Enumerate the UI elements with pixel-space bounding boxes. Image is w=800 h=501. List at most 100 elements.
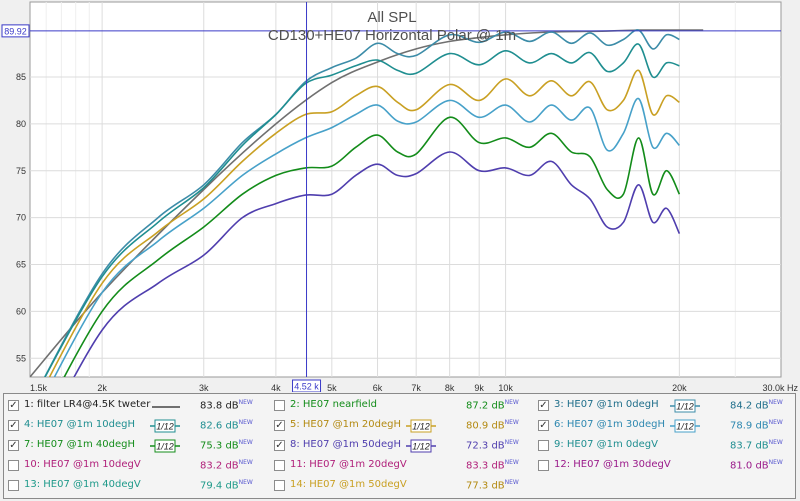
legend-series-name: 7: HE07 @1m 40degH [24, 439, 136, 450]
legend-item: ✓ 5: HE07 @1m 20degH 1/12 80.9 dBNEW [270, 416, 530, 437]
legend-new-tag: NEW [768, 439, 783, 446]
legend-series-name: 2: HE07 nearfield [290, 399, 377, 410]
legend-series-name: 11: HE07 @1m 20degV [290, 459, 407, 470]
legend-checkbox[interactable]: ✓ [8, 400, 19, 411]
legend-color-swatch[interactable] [152, 406, 180, 408]
legend-checkbox[interactable]: ✓ [8, 420, 19, 431]
series-line-2 [43, 29, 680, 377]
legend-item: 13: HE07 @1m 40degV 79.4 dBNEW [4, 476, 264, 497]
legend-checkbox[interactable] [274, 400, 285, 411]
legend-item: 12: HE07 @1m 30degV 81.0 dBNEW [534, 456, 794, 477]
legend-item: ✓ 4: HE07 @1m 10degH 1/12 82.6 dBNEW [4, 416, 264, 437]
legend-item: ✓ 6: HE07 @1m 30degH 1/12 78.9 dBNEW [534, 416, 794, 437]
cursor-y-box [1, 24, 30, 38]
legend-smoothing-icon[interactable]: 1/12 [670, 399, 700, 413]
legend-value: 78.9 dBNEW [730, 419, 783, 432]
legend-row: 13: HE07 @1m 40degV 79.4 dBNEW 14: HE07 @1… [4, 476, 795, 497]
legend-value: 80.9 dBNEW [466, 419, 519, 432]
legend-item: 11: HE07 @1m 20degV 83.3 dBNEW [270, 456, 530, 477]
plot-background [29, 1, 782, 378]
x-tick-label: 8k [445, 383, 455, 392]
cursor-x-box [292, 379, 322, 392]
legend-checkbox[interactable] [538, 460, 549, 471]
legend-new-tag: NEW [504, 399, 519, 406]
y-tick-label: 65 [16, 260, 26, 270]
legend-new-tag: NEW [504, 439, 519, 446]
smoothing-box [674, 419, 696, 433]
series-line-3 [44, 43, 680, 377]
y-tick-label: 70 [16, 213, 26, 223]
smoothing-label: 1/12 [676, 402, 694, 412]
x-tick-label: 7k [411, 383, 421, 392]
legend-checkbox[interactable] [8, 480, 19, 491]
legend-series-name: 5: HE07 @1m 20degH [290, 419, 402, 430]
legend-checkbox[interactable] [538, 440, 549, 451]
legend-series-name: 6: HE07 @1m 30degH [554, 419, 666, 430]
legend-new-tag: NEW [768, 419, 783, 426]
legend-smoothing-icon[interactable]: 1/12 [150, 419, 180, 433]
legend-checkbox[interactable]: ✓ [538, 420, 549, 431]
legend-checkbox[interactable] [274, 480, 285, 491]
legend-new-tag: NEW [238, 479, 253, 486]
x-tick-label: 5k [327, 383, 337, 392]
legend-value: 77.3 dBNEW [466, 479, 519, 492]
legend-checkbox[interactable]: ✓ [274, 440, 285, 451]
legend-value: 72.3 dBNEW [466, 439, 519, 452]
legend-checkbox[interactable]: ✓ [8, 440, 19, 451]
legend-value: 81.0 dBNEW [730, 459, 783, 472]
legend-checkbox[interactable] [8, 460, 19, 471]
legend-series-name: 8: HE07 @1m 50degH [290, 439, 402, 450]
legend-smoothing-icon[interactable]: 1/12 [406, 419, 436, 433]
legend-new-tag: NEW [504, 419, 519, 426]
legend-item: ✓ 3: HE07 @1m 0degH 1/12 84.2 dBNEW [534, 396, 794, 417]
legend-new-tag: NEW [238, 439, 253, 446]
legend-smoothing-icon[interactable]: 1/12 [670, 419, 700, 433]
legend-item: ✓ 1: filter LR4@4.5K tweter 83.8 dBNEW [4, 396, 264, 417]
legend-new-tag: NEW [504, 479, 519, 486]
legend-item: ✓ 7: HE07 @1m 40degH 1/12 75.3 dBNEW [4, 436, 264, 457]
legend-value: 83.8 dBNEW [200, 399, 253, 412]
legend-value: 82.6 dBNEW [200, 419, 253, 432]
legend-value: 87.2 dBNEW [466, 399, 519, 412]
legend-new-tag: NEW [504, 459, 519, 466]
legend-series-name: 13: HE07 @1m 40degV [24, 479, 141, 490]
legend-series-name: 12: HE07 @1m 30degV [554, 459, 671, 470]
x-tick-label: 30.0k Hz [762, 383, 798, 392]
x-tick-label: 3k [199, 383, 209, 392]
spl-plot[interactable]: 89.92 4.52 k 1.5k 2k 3k 4k 5k 6k 7k 8k 9k 10k 20k 30… [0, 0, 800, 392]
legend-smoothing-icon[interactable]: 1/12 [406, 439, 436, 453]
x-tick-label: 6k [373, 383, 383, 392]
legend-series-name: 3: HE07 @1m 0degH [554, 399, 659, 410]
legend-row: ✓ 1: filter LR4@4.5K tweter 83.8 dBNEW 2: H… [4, 396, 795, 417]
legend-value: 79.4 dBNEW [200, 479, 253, 492]
smoothing-label: 1/12 [412, 442, 430, 452]
chart-area: 89.92 4.52 k 1.5k 2k 3k 4k 5k 6k 7k 8k 9k 10k 20k 30… [0, 0, 800, 392]
legend-new-tag: NEW [238, 419, 253, 426]
x-tick-label: 1.5k [30, 383, 48, 392]
legend-item: 2: HE07 nearfield 87.2 dBNEW [270, 396, 530, 417]
smoothing-label: 1/12 [156, 442, 174, 452]
smoothing-box [410, 419, 432, 433]
legend-value: 83.2 dBNEW [200, 459, 253, 472]
legend-checkbox[interactable]: ✓ [538, 400, 549, 411]
y-tick-label: 60 [16, 306, 26, 316]
y-tick-label: 55 [16, 353, 26, 363]
chart-subtitle: CD130+HE07 Horizontal Polar @ 1m [268, 27, 516, 44]
legend-checkbox[interactable]: ✓ [274, 420, 285, 431]
smoothing-label: 1/12 [676, 422, 694, 432]
x-tick-label: 10k [498, 383, 513, 392]
smoothing-box [154, 419, 176, 433]
legend-checkbox[interactable] [274, 460, 285, 471]
legend-value: 75.3 dBNEW [200, 439, 253, 452]
legend-panel: ✓ 1: filter LR4@4.5K tweter 83.8 dBNEW 2: H… [3, 393, 796, 499]
legend-value: 84.2 dBNEW [730, 399, 783, 412]
cursor-y-label: 89.92 [4, 26, 27, 36]
legend-smoothing-icon[interactable]: 1/12 [150, 439, 180, 453]
smoothing-label: 1/12 [412, 422, 430, 432]
y-tick-label: 75 [16, 166, 26, 176]
series-line-5 [53, 97, 680, 377]
smoothing-label: 1/12 [156, 422, 174, 432]
series-line-4 [48, 69, 680, 377]
series-line-6 [63, 116, 681, 377]
legend-item: ✓ 8: HE07 @1m 50degH 1/12 72.3 dBNEW [270, 436, 530, 457]
